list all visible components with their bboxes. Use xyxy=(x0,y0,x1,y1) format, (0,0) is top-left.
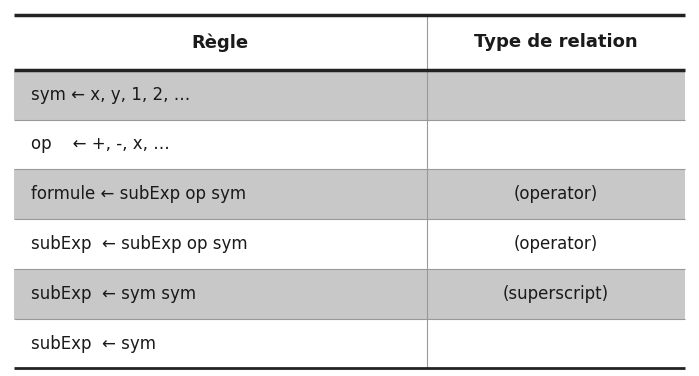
Bar xyxy=(14,120,685,169)
Bar xyxy=(14,70,685,120)
Bar xyxy=(14,169,685,219)
Text: (operator): (operator) xyxy=(514,185,598,203)
Bar xyxy=(14,219,685,269)
Text: op    ← +, -, x, …: op ← +, -, x, … xyxy=(31,135,170,153)
Text: sym ← x, y, 1, 2, …: sym ← x, y, 1, 2, … xyxy=(31,86,191,104)
Text: subExp  ← sym sym: subExp ← sym sym xyxy=(31,285,196,303)
Text: subExp  ← subExp op sym: subExp ← subExp op sym xyxy=(31,235,248,253)
Bar xyxy=(14,269,685,319)
Bar xyxy=(14,15,685,70)
Text: subExp  ← sym: subExp ← sym xyxy=(31,335,157,353)
Text: Type de relation: Type de relation xyxy=(474,33,637,52)
Text: (operator): (operator) xyxy=(514,235,598,253)
Text: (superscript): (superscript) xyxy=(503,285,609,303)
Bar xyxy=(14,319,685,368)
Text: formule ← subExp op sym: formule ← subExp op sym xyxy=(31,185,247,203)
Text: Règle: Règle xyxy=(192,33,249,52)
